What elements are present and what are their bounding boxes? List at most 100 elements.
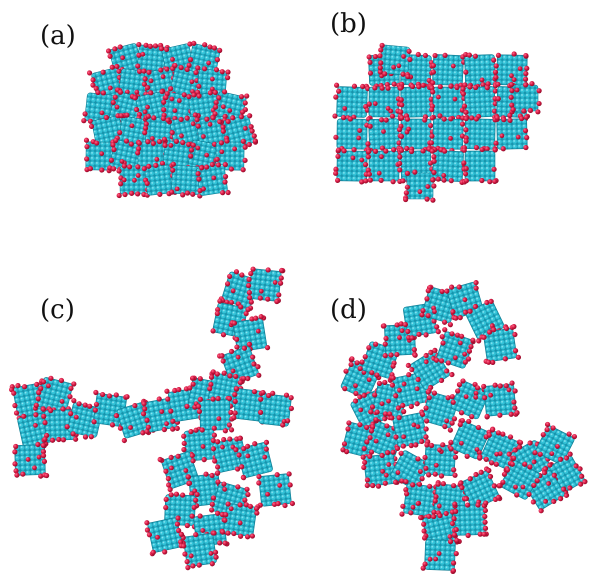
- cube-body: [433, 119, 464, 150]
- ligand-bead: [145, 139, 150, 144]
- nanocube: [254, 471, 295, 511]
- cube-body: [248, 268, 281, 301]
- nanocube: [366, 147, 403, 184]
- nanocube: [376, 42, 414, 79]
- ligand-bead: [461, 160, 466, 165]
- ligand-bead: [405, 117, 410, 122]
- ligand-bead: [430, 89, 435, 94]
- cube-body: [380, 45, 410, 75]
- ligand-bead: [536, 101, 541, 106]
- nanocube: [333, 115, 371, 153]
- ligand-bead: [405, 185, 410, 190]
- ligand-bead: [431, 170, 436, 175]
- ligand-bead: [417, 189, 422, 194]
- nanocube: [509, 81, 542, 114]
- nanocube: [493, 115, 530, 152]
- ligand-bead: [157, 139, 162, 144]
- cube-body: [401, 87, 432, 118]
- nanocube: [244, 264, 285, 304]
- ligand-bead: [383, 148, 388, 153]
- ligand-bead: [537, 88, 542, 93]
- cube-body: [369, 87, 399, 117]
- ligand-bead: [399, 115, 404, 120]
- ligand-bead: [403, 197, 408, 202]
- ligand-bead: [480, 147, 485, 152]
- ligand-bead: [515, 88, 520, 93]
- ligand-bead: [479, 178, 484, 183]
- ligand-bead: [493, 147, 498, 152]
- ligand-bead: [429, 107, 434, 112]
- ligand-bead: [431, 183, 436, 188]
- nanocube: [420, 535, 459, 574]
- ligand-bead: [509, 95, 514, 100]
- ligand-bead: [397, 127, 402, 132]
- nanocube: [333, 147, 371, 185]
- ligand-bead: [154, 157, 159, 162]
- cube-body: [465, 119, 496, 150]
- nanocube: [430, 52, 467, 89]
- nanocube: [364, 117, 403, 154]
- figure: (a) (b) (c) (d): [0, 0, 592, 576]
- panel-label: (d): [330, 295, 367, 325]
- ligand-bead: [151, 141, 156, 146]
- ligand-bead: [487, 179, 492, 184]
- cube-body: [368, 118, 399, 149]
- cube-body: [432, 54, 463, 85]
- nanocube: [461, 147, 498, 185]
- ligand-bead: [399, 134, 404, 139]
- cube-body: [464, 86, 495, 117]
- ligand-bead: [404, 190, 409, 195]
- ligand-bead: [437, 113, 442, 118]
- ligand-bead: [464, 166, 469, 171]
- ligand-bead: [366, 149, 371, 154]
- ligand-bead: [373, 101, 378, 106]
- cube-body: [455, 505, 486, 536]
- ligand-bead: [391, 179, 396, 184]
- ligand-bead: [509, 82, 514, 87]
- ligand-bead: [379, 154, 384, 159]
- ligand-bead: [367, 172, 372, 177]
- ligand-bead: [385, 86, 390, 91]
- ligand-bead: [386, 106, 391, 111]
- ligand-bead: [462, 148, 467, 153]
- ligand-bead: [412, 170, 417, 175]
- ligand-bead: [368, 178, 373, 183]
- ligand-bead: [492, 179, 497, 184]
- nanocube: [179, 529, 221, 571]
- ligand-bead: [430, 198, 435, 203]
- nanocube: [461, 51, 499, 90]
- ligand-bead: [366, 154, 371, 159]
- ligand-bead: [372, 85, 377, 90]
- ligand-bead: [405, 171, 410, 176]
- ligand-bead: [491, 167, 496, 172]
- ligand-bead: [137, 141, 142, 146]
- nanocube: [255, 389, 295, 428]
- ligand-bead: [448, 84, 453, 89]
- cube-body: [337, 119, 367, 149]
- ligand-bead: [428, 123, 433, 128]
- ligand-bead: [511, 107, 516, 112]
- ligand-bead: [521, 108, 526, 113]
- ligand-bead: [528, 108, 533, 113]
- ligand-bead: [454, 85, 459, 90]
- ligand-bead: [535, 109, 540, 114]
- ligand-bead: [425, 184, 430, 189]
- cube-body: [484, 384, 517, 417]
- ligand-bead: [436, 95, 441, 100]
- ligand-bead: [448, 371, 455, 378]
- panel-label: (a): [40, 21, 76, 51]
- ligand-bead: [422, 117, 427, 122]
- cube-body: [465, 151, 495, 181]
- ligand-bead: [390, 114, 395, 119]
- clusters: [8, 39, 590, 574]
- ligand-bead: [373, 149, 378, 154]
- nanocube: [12, 442, 50, 480]
- ligand-bead: [438, 84, 443, 89]
- ligand-bead: [135, 150, 140, 155]
- nanocube: [462, 115, 499, 152]
- ligand-bead: [377, 171, 382, 176]
- nanocube: [403, 170, 437, 203]
- nanocube: [451, 500, 490, 538]
- ligand-bead: [463, 171, 468, 176]
- ligand-bead: [404, 146, 409, 151]
